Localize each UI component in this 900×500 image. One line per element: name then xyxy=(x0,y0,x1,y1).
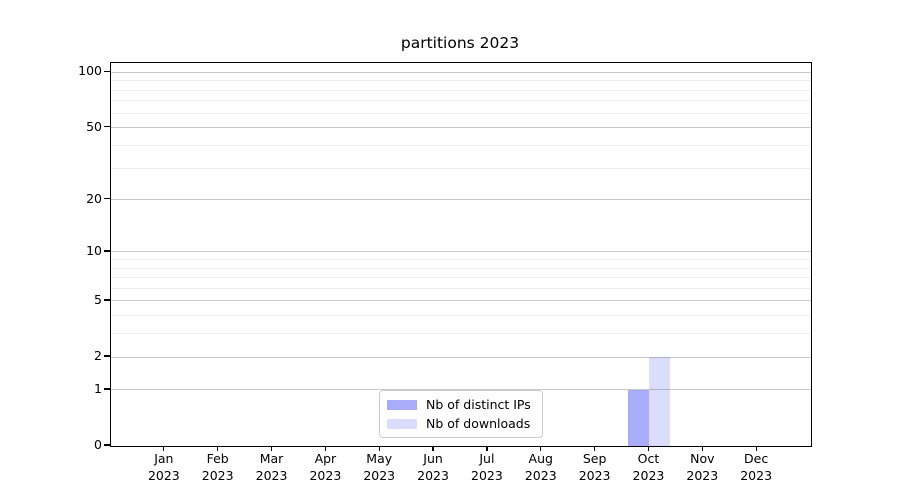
x-tick-mark xyxy=(486,446,488,451)
y-gridline xyxy=(111,127,811,129)
x-tick-label: Sep 2023 xyxy=(578,451,611,483)
y-tick-label: 0 xyxy=(94,437,102,452)
y-gridline xyxy=(111,300,811,302)
y-gridline-minor xyxy=(111,100,811,102)
y-gridline-minor xyxy=(111,259,811,261)
y-tick-mark xyxy=(104,388,110,390)
y-tick-label: 2 xyxy=(94,348,102,364)
x-tick-mark xyxy=(217,446,219,451)
legend: Nb of distinct IPs Nb of downloads xyxy=(379,390,543,438)
x-tick-label: Jan 2023 xyxy=(147,451,180,483)
x-tick-label: Aug 2023 xyxy=(524,451,557,483)
y-tick-mark xyxy=(104,126,110,128)
x-tick-label: Apr 2023 xyxy=(309,451,342,483)
y-tick-label: 10 xyxy=(86,242,102,258)
x-tick-mark xyxy=(378,446,380,451)
y-gridline-minor xyxy=(111,80,811,82)
x-tick-mark xyxy=(540,446,542,451)
x-tick-mark xyxy=(593,446,596,451)
x-tick-label: Jul 2023 xyxy=(471,451,503,483)
y-gridline-minor xyxy=(111,112,811,114)
y-gridline-minor xyxy=(111,277,811,279)
y-tick-label: 5 xyxy=(94,291,102,307)
y-tick-mark xyxy=(104,444,110,446)
x-tick-label: Oct 2023 xyxy=(632,451,665,483)
legend-item-distinct-ips: Nb of distinct IPs xyxy=(387,396,542,412)
legend-item-downloads: Nb of downloads xyxy=(387,415,542,431)
x-tick-label: Feb 2023 xyxy=(201,451,234,483)
y-tick-label: 50 xyxy=(86,118,102,134)
y-gridline xyxy=(111,251,811,253)
y-gridline-minor xyxy=(111,287,811,289)
x-tick-mark xyxy=(701,446,703,451)
y-tick-label: 1 xyxy=(94,380,102,396)
x-tick-label: Dec 2023 xyxy=(740,451,773,483)
y-gridline-minor xyxy=(111,167,811,169)
y-gridline-minor xyxy=(111,333,811,335)
x-tick-label: May 2023 xyxy=(363,451,396,483)
y-gridline xyxy=(111,199,811,201)
y-gridline xyxy=(111,356,811,358)
y-gridline xyxy=(111,389,811,391)
bar-downloads xyxy=(649,357,671,446)
y-tick-label: 20 xyxy=(86,190,102,206)
legend-swatch-downloads xyxy=(387,418,417,429)
legend-label-downloads: Nb of downloads xyxy=(426,415,531,431)
y-tick-mark xyxy=(104,355,110,357)
y-tick-mark xyxy=(104,250,110,252)
x-tick-mark xyxy=(270,446,273,451)
x-tick-mark xyxy=(324,446,327,451)
y-tick-mark xyxy=(104,299,110,301)
plot-area xyxy=(110,62,812,447)
y-tick-label: 100 xyxy=(78,63,102,79)
y-gridline-minor xyxy=(111,267,811,269)
y-tick-mark xyxy=(104,197,110,200)
bar-distinct-ips xyxy=(628,389,650,446)
x-tick-mark xyxy=(163,446,165,451)
legend-swatch-distinct-ips xyxy=(387,399,417,410)
x-tick-mark xyxy=(647,446,650,451)
y-gridline xyxy=(111,71,811,73)
y-gridline-minor xyxy=(111,89,811,91)
x-tick-mark xyxy=(432,446,434,451)
x-tick-mark xyxy=(755,446,757,451)
x-tick-label: Mar 2023 xyxy=(255,451,288,483)
x-tick-label: Jun 2023 xyxy=(417,451,449,483)
x-tick-label: Nov 2023 xyxy=(686,451,719,483)
y-tick-mark xyxy=(104,70,110,73)
y-gridline-minor xyxy=(111,144,811,146)
chart-title: partitions 2023 xyxy=(400,34,520,52)
y-gridline-minor xyxy=(111,315,811,317)
legend-label-distinct-ips: Nb of distinct IPs xyxy=(426,396,531,412)
